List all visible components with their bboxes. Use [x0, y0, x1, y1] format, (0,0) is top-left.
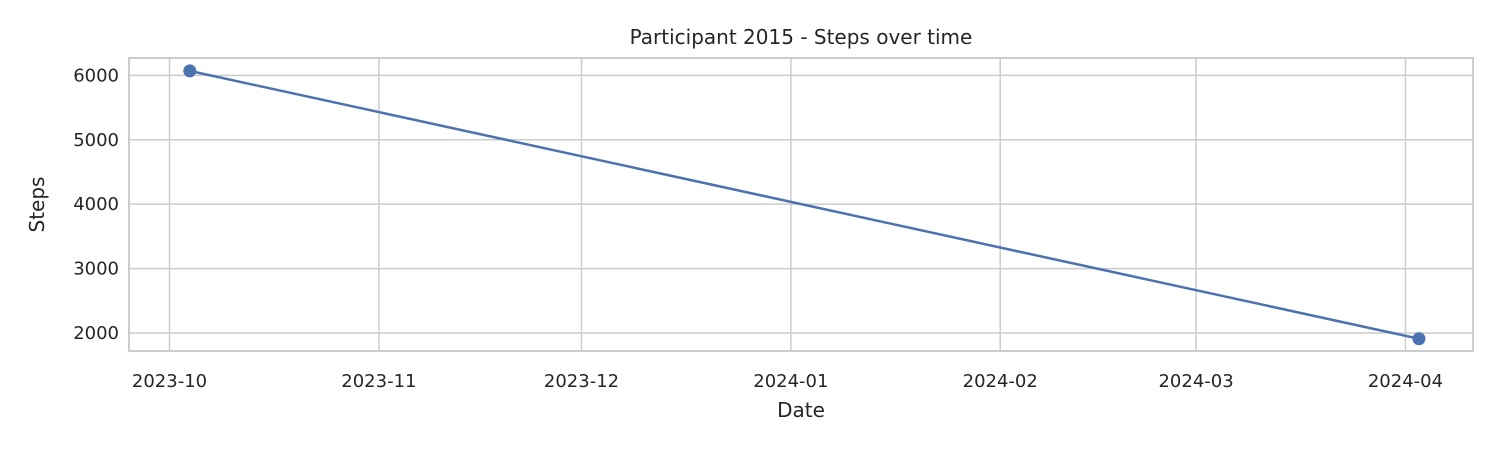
x-tick-label: 2024-01	[753, 371, 828, 392]
series-layer	[183, 64, 1426, 346]
plot-frame	[128, 57, 1474, 352]
y-tick-label: 3000	[73, 259, 119, 280]
x-tick-label: 2023-12	[544, 371, 619, 392]
x-axis-label: Date	[777, 398, 825, 422]
grid	[129, 58, 1473, 351]
y-tick-label: 4000	[73, 194, 119, 215]
y-tick-labels: 2000 3000 4000 5000 6000	[73, 65, 119, 344]
x-tick-labels: 2023-10 2023-11 2023-12 2024-01 2024-02 2024-…	[132, 371, 1443, 392]
data-point	[183, 64, 197, 78]
series-line	[189, 69, 1420, 340]
y-tick-label: 2000	[73, 323, 119, 344]
y-tick-label: 6000	[73, 65, 119, 86]
x-tick-label: 2024-04	[1368, 371, 1443, 392]
x-tick-label: 2023-11	[341, 371, 416, 392]
y-axis-label: Steps	[25, 177, 49, 233]
chart-title: Participant 2015 - Steps over time	[630, 25, 973, 49]
data-point	[1412, 332, 1426, 346]
y-tick-label: 5000	[73, 130, 119, 151]
x-tick-label: 2024-03	[1158, 371, 1233, 392]
x-tick-label: 2023-10	[132, 371, 207, 392]
x-tick-label: 2024-02	[963, 371, 1038, 392]
